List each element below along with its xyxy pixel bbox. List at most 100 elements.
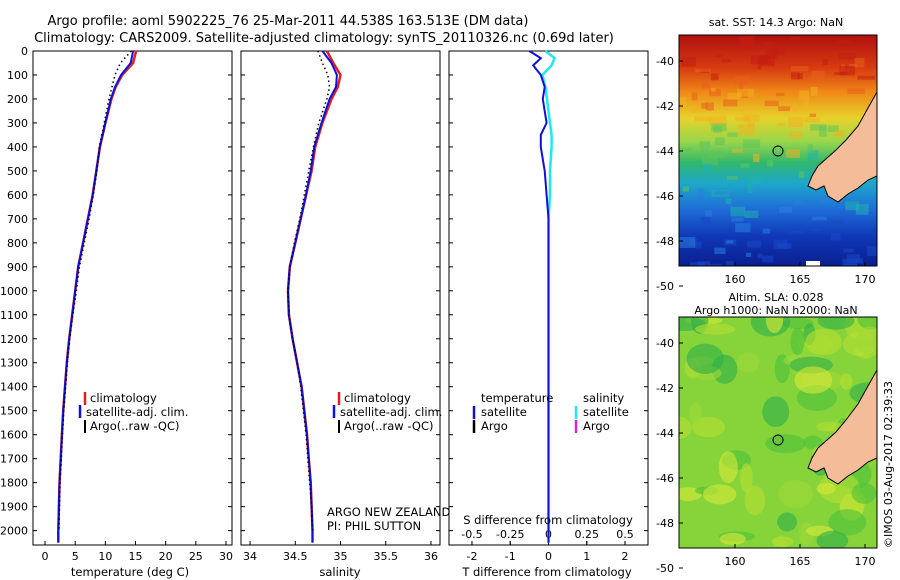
- sst-texture-cell: [734, 77, 749, 85]
- sst-texture-cell: [867, 246, 877, 256]
- sst-texture-cell: [836, 39, 853, 45]
- depth-tick-label: 1800: [0, 477, 28, 490]
- sst-texture-cell: [735, 117, 751, 122]
- sst-texture-cell: [709, 116, 727, 125]
- salinity-legend: climatology satellite-adj. clim. Argo(..…: [332, 391, 442, 433]
- figure-title-line2: Climatology: CARS2009. Satellite-adjuste…: [34, 31, 614, 46]
- sst-texture-cell: [807, 150, 819, 161]
- sla-texture-cell: [744, 485, 766, 516]
- sst-texture-cell: [799, 90, 809, 101]
- difference-series: [528, 50, 557, 543]
- lat-tick-label: -46: [656, 190, 674, 203]
- satellite-adj-clim-line: [286, 50, 338, 543]
- depth-tick-label: 0: [21, 45, 28, 58]
- sst-texture-cell: [791, 72, 800, 80]
- argo-location-marker: [772, 145, 784, 157]
- sst-texture-cell: [746, 240, 762, 248]
- lon-tick-label: 170: [855, 273, 876, 286]
- depth-tick-label: 500: [7, 165, 28, 178]
- sst-texture-cell: [689, 262, 705, 266]
- depth-tick-label: 600: [7, 189, 28, 202]
- sla-texture-cell: [719, 532, 746, 546]
- sst-texture-cell: [811, 70, 825, 81]
- sst-texture-cell: [730, 206, 746, 217]
- legend-label-climatology: climatology: [344, 391, 411, 405]
- sst-texture-cell: [797, 73, 803, 80]
- sst-texture-cell: [721, 59, 731, 63]
- x-tick-label: 25: [189, 550, 203, 563]
- x-tick-label: 0: [42, 550, 49, 563]
- depth-tick-label: 1200: [0, 333, 28, 346]
- sst-texture-cell: [778, 106, 791, 112]
- new-zealand-land: [807, 368, 877, 485]
- x-tick-label: -1: [505, 550, 516, 563]
- sst-texture-cell: [690, 106, 704, 113]
- sla-map-title-line1: Altim. SLA: 0.028: [728, 291, 823, 304]
- sst-texture-cell: [727, 132, 738, 137]
- sla-texture-cell: [855, 326, 877, 356]
- x-tick-label: 1: [583, 550, 590, 563]
- sst-texture-cell: [763, 41, 775, 45]
- sst-texture-cell: [757, 60, 762, 70]
- temperature-plot-frame: [32, 50, 233, 546]
- sla-texture-cell: [828, 509, 867, 536]
- sst-texture-cell: [786, 149, 800, 158]
- difference-panel: -2 -1 0 1 2 -0.5 -0.25 0 0.25 0.5 T difference f…: [448, 50, 649, 579]
- sst-texture-cell: [839, 65, 855, 76]
- sst-texture-cell: [682, 186, 690, 192]
- sst-texture-cell: [708, 263, 722, 266]
- sst-texture-cell: [723, 99, 738, 107]
- sla-texture-cell: [777, 512, 798, 532]
- legend-label-argo: Argo(..raw -QC): [344, 419, 434, 433]
- sla-texture-cell: [818, 472, 860, 504]
- legend-label-climatology: climatology: [90, 391, 157, 405]
- sst-texture-cell: [709, 89, 721, 97]
- sla-texture-cell: [816, 530, 849, 548]
- lat-tick-label: -50: [656, 562, 674, 575]
- lat-tick-label: -42: [656, 382, 674, 395]
- depth-tick-label: 200: [7, 93, 28, 106]
- argo-location-marker: [772, 434, 784, 446]
- depth-tick-label: 100: [7, 69, 28, 82]
- sst-texture-cell: [807, 143, 813, 153]
- sst-texture-cell: [844, 263, 857, 266]
- x-tick-label: 30: [219, 550, 233, 563]
- sst-texture-cell: [747, 182, 753, 193]
- sst-texture-cell: [701, 102, 708, 109]
- sst-texture-cell: [683, 265, 691, 266]
- sst-texture-cell: [834, 72, 848, 76]
- x-tick-label: 0.25: [575, 528, 600, 541]
- sst-missing-data: [806, 261, 820, 266]
- sst-texture-cell: [752, 153, 760, 163]
- sst-texture-cell: [735, 223, 751, 233]
- sst-texture-cell: [773, 48, 785, 56]
- sst-texture-cell: [701, 156, 719, 166]
- sla-texture-cell: [740, 463, 753, 493]
- lat-tick-label: -42: [656, 100, 674, 113]
- salinity-panel: 34 34.5 35 35.5 36 salinity climatology sate…: [240, 50, 451, 579]
- sst-texture-cell: [790, 36, 801, 41]
- sla-texture-cell: [691, 416, 725, 438]
- lat-tick-label: -46: [656, 472, 674, 485]
- sst-texture-cell: [788, 116, 803, 128]
- sst-texture-cell: [819, 125, 827, 137]
- sst-texture-cell: [711, 123, 727, 132]
- sst-texture-cell: [700, 148, 709, 155]
- sst-texture-cell: [838, 53, 857, 60]
- sla-texture-cell: [790, 327, 805, 356]
- sst-texture-cell: [757, 253, 763, 259]
- sst-lon-axis: 160 165 170: [725, 262, 876, 286]
- x-tick-label: 15: [129, 550, 143, 563]
- sst-map-title: sat. SST: 14.3 Argo: NaN: [709, 16, 843, 29]
- s-difference-x-label: S difference from climatology: [463, 513, 633, 527]
- salinity-plot-frame: [240, 50, 441, 546]
- x-tick-label: 5: [72, 550, 79, 563]
- depth-tick-label: 1000: [0, 285, 28, 298]
- sst-texture-cell: [705, 102, 714, 111]
- sst-texture-cell: [747, 122, 755, 128]
- sst-texture-cell: [830, 232, 841, 241]
- sst-texture-cell: [738, 124, 756, 136]
- sla-lon-axis: 160 165 170: [725, 544, 876, 568]
- lat-tick-label: -44: [656, 427, 674, 440]
- sst-texture-cell: [743, 139, 761, 149]
